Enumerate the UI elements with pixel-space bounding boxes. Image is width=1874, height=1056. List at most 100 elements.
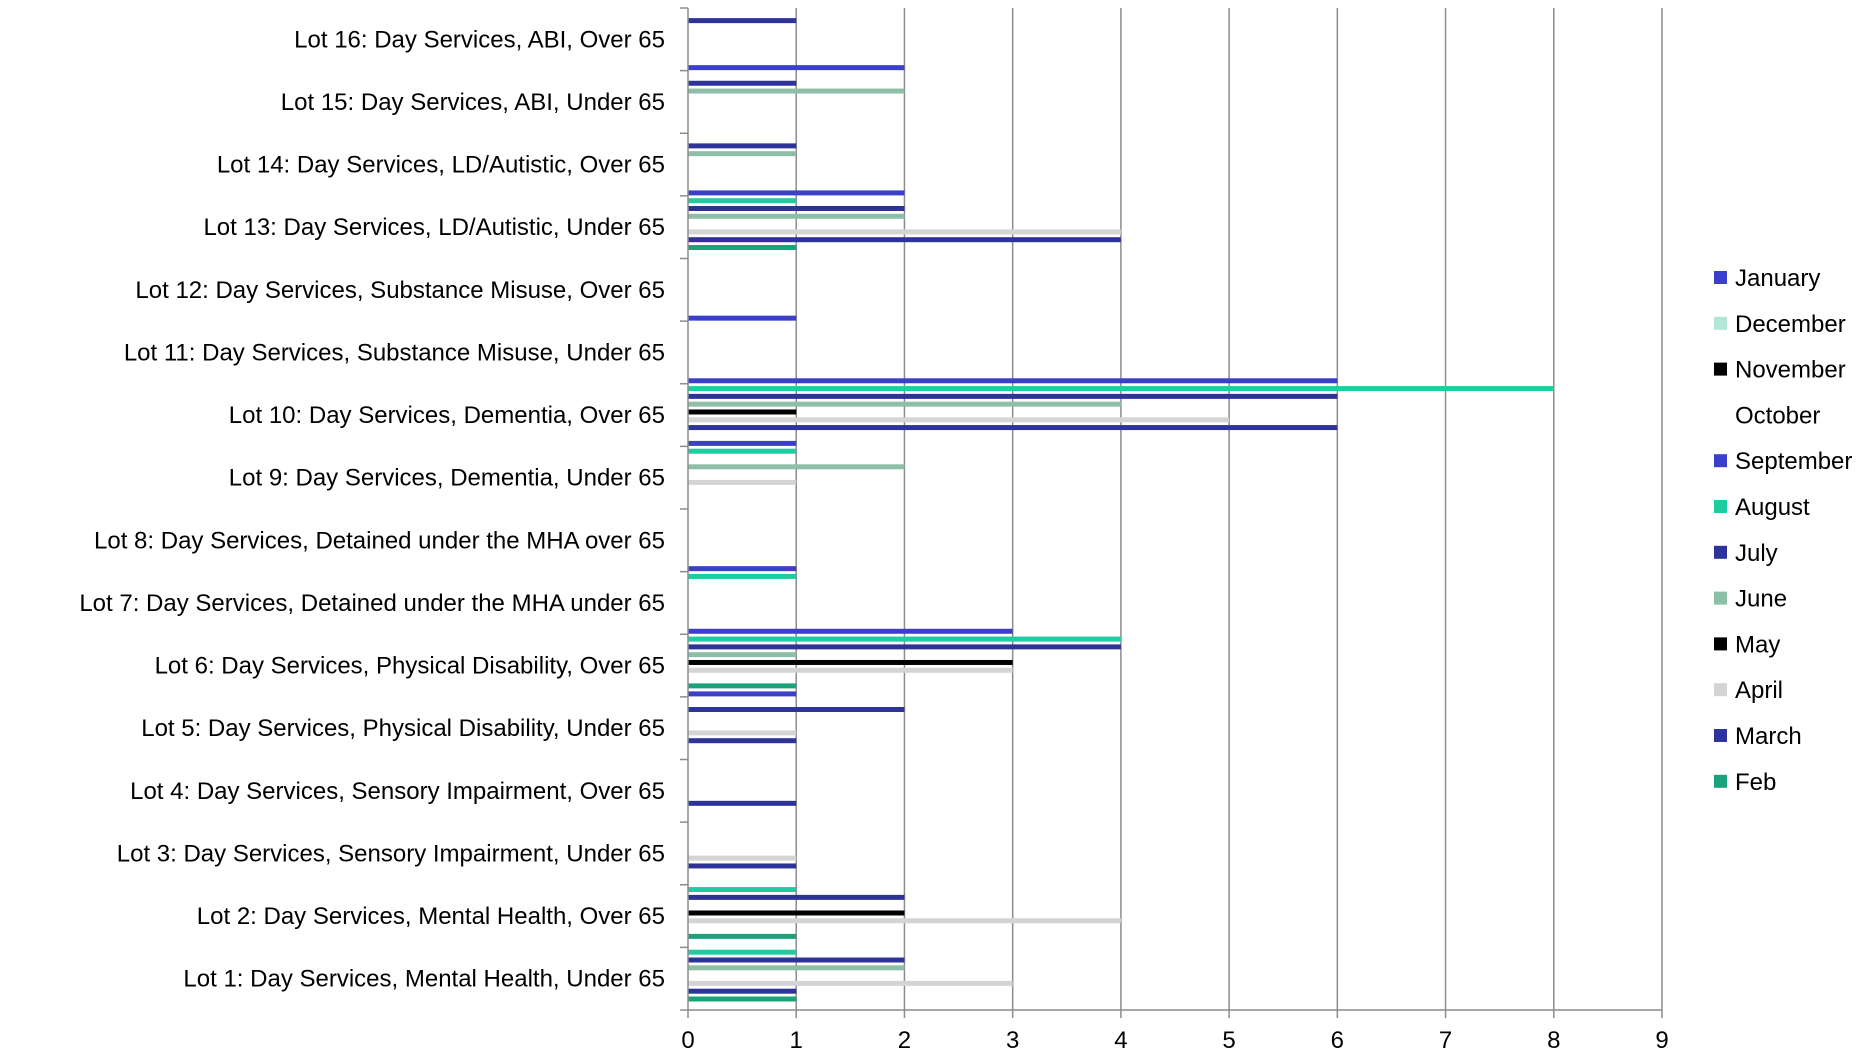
x-tick-labels: 0 1 2 3 4 5 6 7 8 9	[681, 1027, 1668, 1054]
bar-september	[688, 190, 905, 196]
bar-may	[688, 409, 797, 415]
category-label: Lot 1: Day Services, Mental Health, Unde…	[183, 966, 665, 993]
category-label: Lot 14: Day Services, LD/Autistic, Over …	[217, 152, 665, 179]
bar-september	[688, 315, 797, 321]
category-label: Lot 7: Day Services, Detained under the …	[79, 590, 665, 617]
bar-april	[688, 479, 797, 485]
x-tick-label: 5	[1222, 1027, 1235, 1054]
x-tick-label: 9	[1655, 1027, 1668, 1054]
chart-gridlines	[795, 8, 1663, 1010]
bar-july	[688, 18, 797, 24]
x-tick-label: 0	[681, 1027, 694, 1054]
bar-august	[688, 573, 797, 579]
legend-label: July	[1735, 540, 1778, 567]
bar-march	[688, 425, 1338, 431]
legend-swatch	[1714, 545, 1727, 559]
category-label: Lot 5: Day Services, Physical Disability…	[141, 715, 665, 742]
x-tick-label: 7	[1439, 1027, 1452, 1054]
bar-august	[688, 636, 1121, 642]
bar-july	[688, 393, 1338, 399]
legend-swatch	[1714, 316, 1727, 330]
bar-march	[688, 800, 797, 806]
bar-april	[688, 918, 1121, 924]
bar-april	[688, 980, 1013, 986]
x-tick-label: 8	[1547, 1027, 1560, 1054]
category-label: Lot 11: Day Services, Substance Misuse, …	[124, 339, 665, 366]
legend-swatch	[1714, 729, 1727, 742]
category-label: Lot 12: Day Services, Substance Misuse, …	[135, 277, 665, 304]
legend-label: May	[1735, 631, 1780, 658]
bar-feb	[688, 996, 797, 1002]
bar-august	[688, 386, 1554, 392]
category-label: Lot 8: Day Services, Detained under the …	[94, 527, 665, 554]
bar-september	[688, 65, 905, 71]
bar-june	[688, 965, 905, 971]
chart-legend: January December November October September A…	[1714, 265, 1852, 796]
legend-label: April	[1735, 677, 1783, 704]
category-label: Lot 6: Day Services, Physical Disability…	[155, 653, 665, 680]
legend-label: September	[1735, 448, 1852, 475]
bar-august	[688, 949, 797, 955]
bar-september	[688, 691, 797, 697]
bar-july	[688, 206, 905, 211]
legend-label: November	[1735, 357, 1846, 384]
legend-swatch	[1714, 774, 1727, 788]
legend-label: August	[1735, 494, 1810, 521]
bar-august	[688, 887, 797, 893]
bar-july	[688, 80, 797, 86]
legend-swatch	[1714, 683, 1727, 697]
bar-feb	[688, 245, 797, 250]
bar-september	[688, 440, 797, 446]
category-label: Lot 9: Day Services, Dementia, Under 65	[229, 465, 665, 492]
bar-june	[688, 151, 797, 157]
category-label: Lot 13: Day Services, LD/Autistic, Under…	[203, 214, 665, 241]
bar-april	[688, 730, 797, 736]
bar-july	[688, 143, 797, 149]
bar-june	[688, 88, 905, 94]
bar-march	[688, 988, 797, 994]
bar-april	[688, 417, 1230, 423]
legend-label: March	[1735, 723, 1802, 750]
legend-swatch	[1714, 637, 1727, 651]
bar-march	[688, 237, 1121, 243]
category-label: Lot 2: Day Services, Mental Health, Over…	[197, 903, 665, 930]
bar-june	[688, 464, 905, 470]
x-tick-label: 4	[1114, 1027, 1127, 1054]
bar-july	[688, 957, 905, 963]
bar-september	[688, 628, 1013, 634]
chart-bars	[688, 18, 1554, 1002]
x-tick-label: 2	[898, 1027, 911, 1054]
legend-swatch	[1714, 362, 1727, 376]
legend-swatch	[1714, 591, 1727, 605]
bar-june	[688, 401, 1121, 407]
legend-swatch	[1714, 454, 1727, 468]
legend-label: January	[1735, 265, 1820, 292]
chart-axes	[680, 7, 1663, 1018]
bar-august	[688, 448, 797, 454]
bar-june	[688, 652, 797, 658]
x-tick-label: 6	[1331, 1027, 1344, 1054]
legend-label: June	[1735, 586, 1787, 613]
legend-label: October	[1735, 402, 1820, 429]
bar-september	[688, 378, 1338, 384]
category-label: Lot 10: Day Services, Dementia, Over 65	[229, 402, 665, 429]
x-tick-label: 1	[790, 1027, 803, 1054]
bar-feb	[688, 933, 797, 939]
category-label: Lot 15: Day Services, ABI, Under 65	[281, 89, 665, 116]
bar-july	[688, 707, 905, 712]
category-label: Lot 4: Day Services, Sensory Impairment,…	[130, 778, 665, 805]
bar-august	[688, 198, 797, 204]
bar-july	[688, 894, 905, 900]
category-label: Lot 16: Day Services, ABI, Over 65	[294, 26, 665, 53]
legend-swatch	[1714, 500, 1727, 513]
bar-may	[688, 910, 905, 916]
bar-march	[688, 863, 797, 869]
category-label: Lot 3: Day Services, Sensory Impairment,…	[117, 840, 665, 867]
legend-label: Feb	[1735, 769, 1776, 796]
bar-july	[688, 644, 1121, 650]
bar-feb	[688, 683, 797, 689]
bar-april	[688, 855, 797, 861]
bar-march	[688, 738, 797, 744]
bar-june	[688, 213, 905, 219]
